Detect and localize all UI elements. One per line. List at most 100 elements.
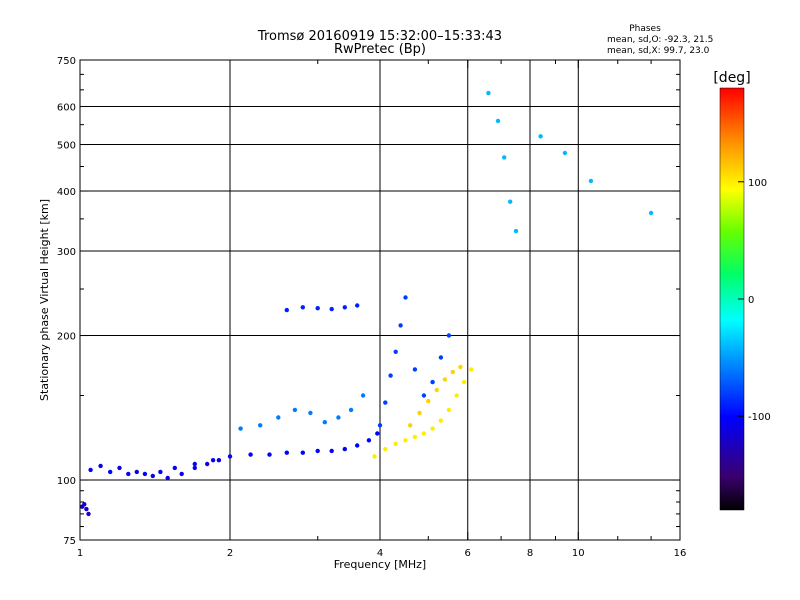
data-point xyxy=(508,199,513,204)
y-tick-label: 500 xyxy=(57,141,76,152)
data-point xyxy=(300,450,305,455)
data-point xyxy=(458,364,463,370)
data-point xyxy=(126,471,131,477)
data-point xyxy=(403,295,408,300)
data-point xyxy=(258,423,263,428)
data-point xyxy=(442,377,448,382)
data-point xyxy=(98,463,103,469)
data-point xyxy=(329,306,334,312)
data-point xyxy=(150,473,155,479)
colorbar-tick-label: 0 xyxy=(748,295,754,306)
data-point xyxy=(108,469,113,475)
data-point xyxy=(398,323,403,328)
data-point xyxy=(284,307,289,313)
data-point xyxy=(495,118,501,124)
data-point xyxy=(267,452,272,457)
data-point xyxy=(403,438,408,443)
y-axis-label: Stationary phase Virtual Height [km] xyxy=(38,199,51,401)
data-point xyxy=(192,465,197,471)
data-point xyxy=(538,134,543,139)
data-point xyxy=(276,415,281,420)
data-point xyxy=(408,423,413,428)
chart-title: Tromsø 20160919 15:32:00–15:33:43 xyxy=(257,29,502,44)
data-point xyxy=(438,355,444,360)
data-point xyxy=(192,461,197,467)
data-point xyxy=(342,446,347,452)
data-point xyxy=(454,393,459,398)
data-point xyxy=(393,349,398,354)
data-point xyxy=(446,333,452,338)
data-points xyxy=(80,90,654,517)
data-point xyxy=(383,446,388,452)
data-point xyxy=(172,465,177,471)
data-point xyxy=(430,426,435,431)
data-point xyxy=(426,398,431,404)
data-point xyxy=(88,467,93,473)
data-point xyxy=(179,471,184,477)
y-tick-label: 75 xyxy=(63,536,76,547)
data-point xyxy=(366,438,372,443)
y-tick-label: 100 xyxy=(57,476,76,487)
y-tick-label: 400 xyxy=(57,187,76,198)
data-point xyxy=(372,454,377,459)
data-point xyxy=(292,407,298,413)
data-point xyxy=(158,469,163,475)
data-point xyxy=(248,452,253,457)
data-point xyxy=(388,373,393,378)
data-point xyxy=(450,369,455,375)
phases-title: Phases xyxy=(629,24,661,34)
data-point xyxy=(588,178,594,184)
data-point xyxy=(134,469,139,475)
colorbar-tick-label: 100 xyxy=(748,178,767,189)
data-point xyxy=(412,434,418,440)
data-point xyxy=(342,305,347,310)
data-point xyxy=(461,379,467,385)
x-tick-label: 2 xyxy=(227,548,233,559)
x-tick-label: 4 xyxy=(377,548,383,559)
data-point xyxy=(438,418,444,423)
data-point xyxy=(300,305,305,310)
colorbar-label: [deg] xyxy=(713,70,750,86)
data-point xyxy=(377,423,383,428)
x-tick-label: 1 xyxy=(77,548,83,559)
y-tick-label: 200 xyxy=(57,332,76,343)
x-tick-label: 10 xyxy=(572,548,585,559)
grid xyxy=(80,60,680,540)
data-point xyxy=(502,155,507,160)
data-point xyxy=(86,511,91,517)
data-point xyxy=(434,387,439,393)
data-point xyxy=(421,431,427,436)
data-point xyxy=(315,306,320,311)
x-axis: 1 2 4 6 8 10 16 xyxy=(77,60,686,559)
colorbar-tick-label: -100 xyxy=(748,412,771,423)
data-point xyxy=(315,448,320,454)
data-point xyxy=(117,465,122,471)
data-point xyxy=(383,400,388,405)
data-point xyxy=(227,454,233,459)
phases-o-stats: mean, sd,O: -92.3, 21.5 xyxy=(607,35,713,45)
data-point xyxy=(421,393,427,398)
data-point xyxy=(336,415,341,420)
data-point xyxy=(355,303,360,308)
phases-x-stats: mean, sd,X: 99.7, 23.0 xyxy=(607,46,710,56)
data-point xyxy=(205,461,210,467)
data-point xyxy=(486,90,491,96)
y-tick-label: 750 xyxy=(57,56,76,67)
data-point xyxy=(513,228,519,234)
data-point xyxy=(210,458,216,463)
data-point xyxy=(469,367,474,372)
y-tick-label: 300 xyxy=(57,247,76,258)
data-point xyxy=(216,458,222,463)
data-point xyxy=(329,448,334,454)
data-point xyxy=(375,431,380,436)
data-point xyxy=(165,475,170,481)
data-point xyxy=(308,410,313,416)
data-point xyxy=(84,506,89,512)
data-point xyxy=(355,443,360,448)
data-point xyxy=(430,379,435,385)
data-point xyxy=(142,471,148,477)
data-point xyxy=(322,420,327,425)
data-point xyxy=(393,441,398,446)
chart-subtitle: RwPretec (Bp) xyxy=(334,42,426,57)
